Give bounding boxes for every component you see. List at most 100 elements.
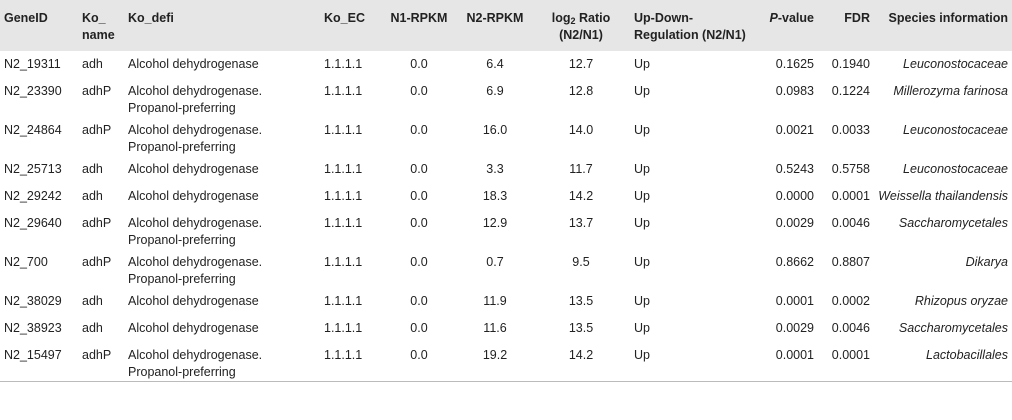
header-ko-name: Ko_ name (82, 11, 115, 42)
cell-regulation: Up (630, 342, 754, 382)
header-n1-rpkm: N1-RPKM (390, 11, 448, 25)
header-row: GeneID Ko_ name Ko_defi Ko_EC N1-RPKM N2-… (0, 0, 1012, 51)
cell-n2-rpkm: 0.7 (486, 255, 504, 269)
table-row: N2_700 adhP Alcohol dehydrogenase. Propanol… (0, 249, 1012, 288)
cell-n1-rpkm: 0.0 (410, 162, 428, 176)
table-row: N2_24864 adhP Alcohol dehydrogenase. Propan… (0, 117, 1012, 156)
cell-ko-name: adh (82, 321, 103, 335)
cell-ko-ec: 1.1.1.1 (324, 294, 363, 308)
cell-n2-rpkm: 6.9 (486, 84, 504, 98)
cell-ko-name: adh (82, 162, 103, 176)
cell-regulation: Up (634, 162, 650, 176)
cell-fdr: 0.0002 (831, 294, 870, 308)
cell-fdr: 0.0046 (831, 216, 870, 230)
cell-regulation: Up (634, 321, 650, 335)
header-log-ratio: log2 Ratio (N2/N1) (551, 11, 611, 42)
cell-n1-rpkm: 0.0 (410, 123, 428, 137)
cell-regulation: Up (634, 216, 650, 230)
cell-fdr: 0.0033 (831, 123, 870, 137)
cell-ko-name: adh (82, 189, 103, 203)
cell-log-ratio: 14.2 (532, 342, 630, 382)
table-row: N2_15497 adhP Alcohol dehydrogenase. Propan… (0, 342, 1012, 382)
cell-pvalue: 0.0983 (775, 84, 814, 98)
cell-n2-rpkm: 3.3 (486, 162, 504, 176)
cell-geneid: N2_19311 (4, 57, 61, 71)
cell-geneid: N2_25713 (4, 162, 62, 176)
cell-fdr: 0.0001 (831, 189, 870, 203)
cell-species: Saccharomycetales (898, 216, 1008, 230)
cell-n1-rpkm: 0.0 (410, 189, 428, 203)
cell-n1-rpkm: 0.0 (410, 255, 428, 269)
cell-ko-ec: 1.1.1.1 (324, 255, 363, 269)
cell-n2-rpkm: 12.9 (482, 216, 508, 230)
cell-ko-name: adhP (82, 84, 112, 98)
cell-ko-name: adhP (78, 342, 124, 382)
cell-n2-rpkm: 16.0 (482, 123, 508, 137)
gene-table: GeneID Ko_ name Ko_defi Ko_EC N1-RPKM N2-… (0, 0, 1012, 382)
cell-ko-ec: 1.1.1.1 (324, 162, 363, 176)
cell-ko-ec: 1.1.1.1 (324, 84, 363, 98)
cell-n2-rpkm: 18.3 (482, 189, 508, 203)
cell-pvalue: 0.5243 (775, 162, 814, 176)
cell-pvalue: 0.0001 (775, 294, 814, 308)
cell-regulation: Up (634, 255, 650, 269)
cell-ko-defi: Alcohol dehydrogenase. Propanol-preferrin… (128, 123, 263, 154)
cell-ko-ec: 1.1.1.1 (320, 342, 380, 382)
header-ko-defi: Ko_defi (128, 11, 174, 25)
cell-fdr: 0.0046 (831, 321, 870, 335)
cell-fdr: 0.0001 (818, 342, 874, 382)
cell-pvalue: 0.0029 (775, 216, 814, 230)
cell-ko-ec: 1.1.1.1 (324, 216, 363, 230)
cell-ko-defi: Alcohol dehydrogenase (128, 294, 259, 308)
cell-fdr: 0.1940 (831, 57, 870, 71)
cell-log-ratio: 13.7 (568, 216, 594, 230)
cell-geneid: N2_38029 (4, 294, 62, 308)
cell-regulation: Up (634, 57, 650, 71)
cell-ko-defi: Alcohol dehydrogenase. Propanol-preferrin… (128, 255, 263, 286)
cell-geneid: N2_15497 (0, 342, 78, 382)
cell-pvalue: 0.0000 (775, 189, 814, 203)
cell-geneid: N2_23390 (4, 84, 62, 98)
cell-pvalue: 0.1625 (775, 57, 814, 71)
cell-species: Dikarya (965, 255, 1008, 269)
cell-ko-ec: 1.1.1.1 (324, 189, 363, 203)
cell-species: Millerozyma farinosa (893, 84, 1008, 98)
cell-log-ratio: 9.5 (572, 255, 590, 269)
cell-ko-ec: 1.1.1.1 (324, 57, 363, 71)
cell-n1-rpkm: 0.0 (410, 84, 428, 98)
cell-geneid: N2_29242 (4, 189, 62, 203)
header-n2-rpkm: N2-RPKM (466, 11, 524, 25)
cell-geneid: N2_24864 (4, 123, 62, 137)
cell-species: Leuconostocaceae (903, 57, 1008, 71)
cell-ko-defi: Alcohol dehydrogenase. Propanol-preferrin… (128, 84, 263, 115)
cell-ko-defi: Alcohol dehydrogenase (128, 189, 259, 203)
cell-species: Lactobacillales (874, 342, 1012, 382)
cell-regulation: Up (634, 189, 650, 203)
cell-ko-defi: Alcohol dehydrogenase (128, 57, 259, 71)
cell-species: Weissella thailandensis (878, 189, 1008, 203)
cell-ko-name: adhP (82, 216, 112, 230)
cell-log-ratio: 12.8 (568, 84, 594, 98)
cell-pvalue: 0.0021 (775, 123, 814, 137)
cell-ko-ec: 1.1.1.1 (324, 321, 363, 335)
cell-ko-name: adhP (82, 255, 112, 269)
cell-log-ratio: 13.5 (568, 321, 594, 335)
cell-ko-ec: 1.1.1.1 (324, 123, 363, 137)
cell-ko-defi: Alcohol dehydrogenase. Propanol-preferrin… (124, 342, 320, 382)
cell-species: Rhizopus oryzae (914, 294, 1008, 308)
cell-fdr: 0.5758 (831, 162, 870, 176)
cell-log-ratio: 14.2 (568, 189, 594, 203)
header-regulation: Up-Down- Regulation (N2/N1) (634, 11, 746, 42)
table-row: N2_29242 adh Alcohol dehydrogenase 1.1.1.1 0… (0, 183, 1012, 210)
header-fdr: FDR (844, 11, 870, 25)
cell-regulation: Up (634, 294, 650, 308)
cell-fdr: 0.1224 (831, 84, 870, 98)
cell-n1-rpkm: 0.0 (410, 294, 428, 308)
cell-geneid: N2_29640 (4, 216, 62, 230)
cell-n2-rpkm: 11.6 (483, 321, 507, 335)
cell-n2-rpkm: 6.4 (486, 57, 504, 71)
header-geneid: GeneID (4, 11, 48, 25)
cell-n1-rpkm: 0.0 (380, 342, 458, 382)
cell-log-ratio: 13.5 (568, 294, 594, 308)
cell-species: Leuconostocaceae (903, 123, 1008, 137)
